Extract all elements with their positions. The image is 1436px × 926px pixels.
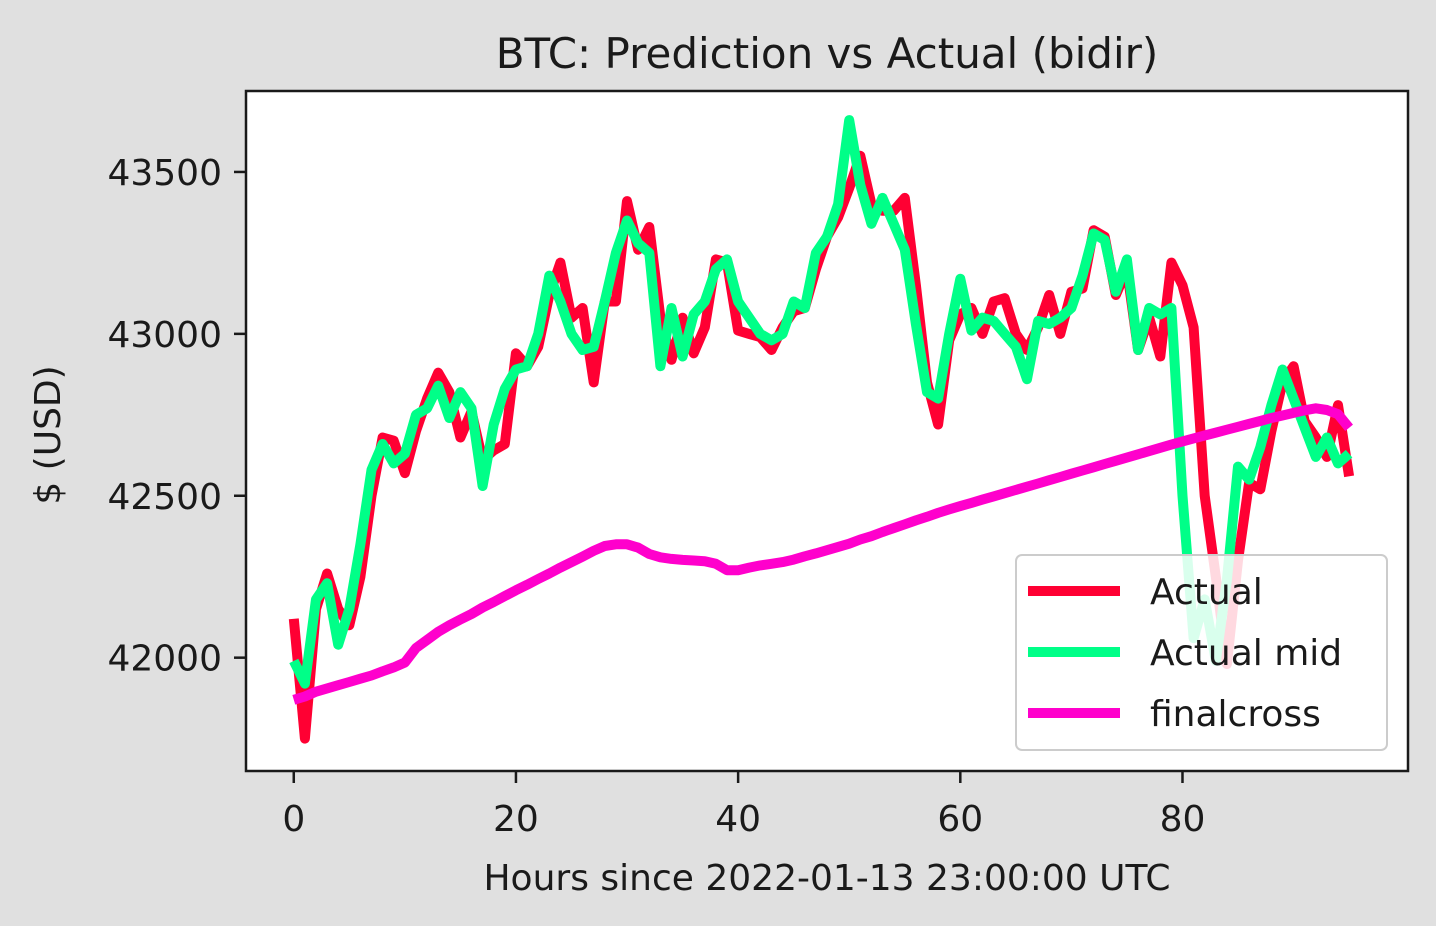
legend-items: Actual Actual mid finalcross [1028, 572, 1342, 735]
y-axis-ticks: 42000 42500 43000 43500 [107, 153, 246, 680]
x-axis-ticks: 0 20 40 60 80 [282, 771, 1205, 840]
x-tick-label: 80 [1160, 799, 1206, 840]
y-tick-label: 43000 [107, 315, 222, 356]
series-layer [288, 115, 1355, 744]
legend-label: finalcross [1150, 694, 1321, 735]
x-axis-label: Hours since 2022-01-13 23:00:00 UTC [483, 858, 1170, 899]
legend-box [1015, 554, 1388, 751]
y-tick-label: 43500 [107, 153, 222, 194]
series-line-finalcross [292, 403, 1353, 705]
plot-frame [244, 89, 1410, 773]
x-tick-label: 0 [282, 799, 305, 840]
legend-label: Actual [1150, 572, 1263, 613]
y-axis-label: $ (USD) [28, 365, 69, 504]
series-line-actual-mid [289, 115, 1353, 689]
chart-title: BTC: Prediction vs Actual (bidir) [496, 29, 1159, 78]
y-tick-label: 42500 [107, 477, 222, 518]
y-tick-label: 42000 [107, 639, 222, 680]
legend-label: Actual mid [1150, 633, 1342, 674]
legend: Actual Actual mid finalcross [1015, 554, 1388, 751]
x-tick-label: 40 [715, 799, 761, 840]
x-tick-label: 20 [493, 799, 539, 840]
x-tick-label: 60 [937, 799, 983, 840]
